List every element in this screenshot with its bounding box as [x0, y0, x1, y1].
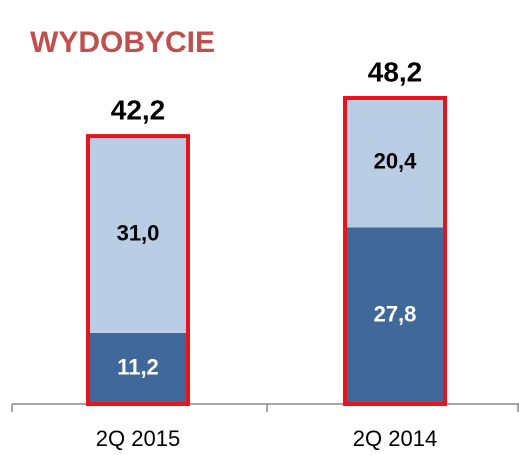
- bar-segment: [345, 227, 445, 404]
- bar-segment: [88, 332, 188, 404]
- value-label: 27,8: [374, 302, 417, 327]
- chart-title: WYDOBYCIE: [30, 26, 215, 59]
- total-label: 48,2: [368, 56, 423, 87]
- x-tick-label: 2Q 2014: [353, 426, 437, 451]
- value-label: 11,2: [117, 354, 159, 379]
- total-label: 42,2: [111, 94, 166, 125]
- x-tick-label: 2Q 2015: [96, 426, 180, 451]
- value-label: 20,4: [374, 149, 418, 174]
- bar-segment: [345, 98, 445, 228]
- value-label: 31,0: [117, 220, 160, 245]
- bar-segment: [88, 136, 188, 333]
- bar-outline: [343, 96, 447, 406]
- bar-outline: [86, 134, 190, 407]
